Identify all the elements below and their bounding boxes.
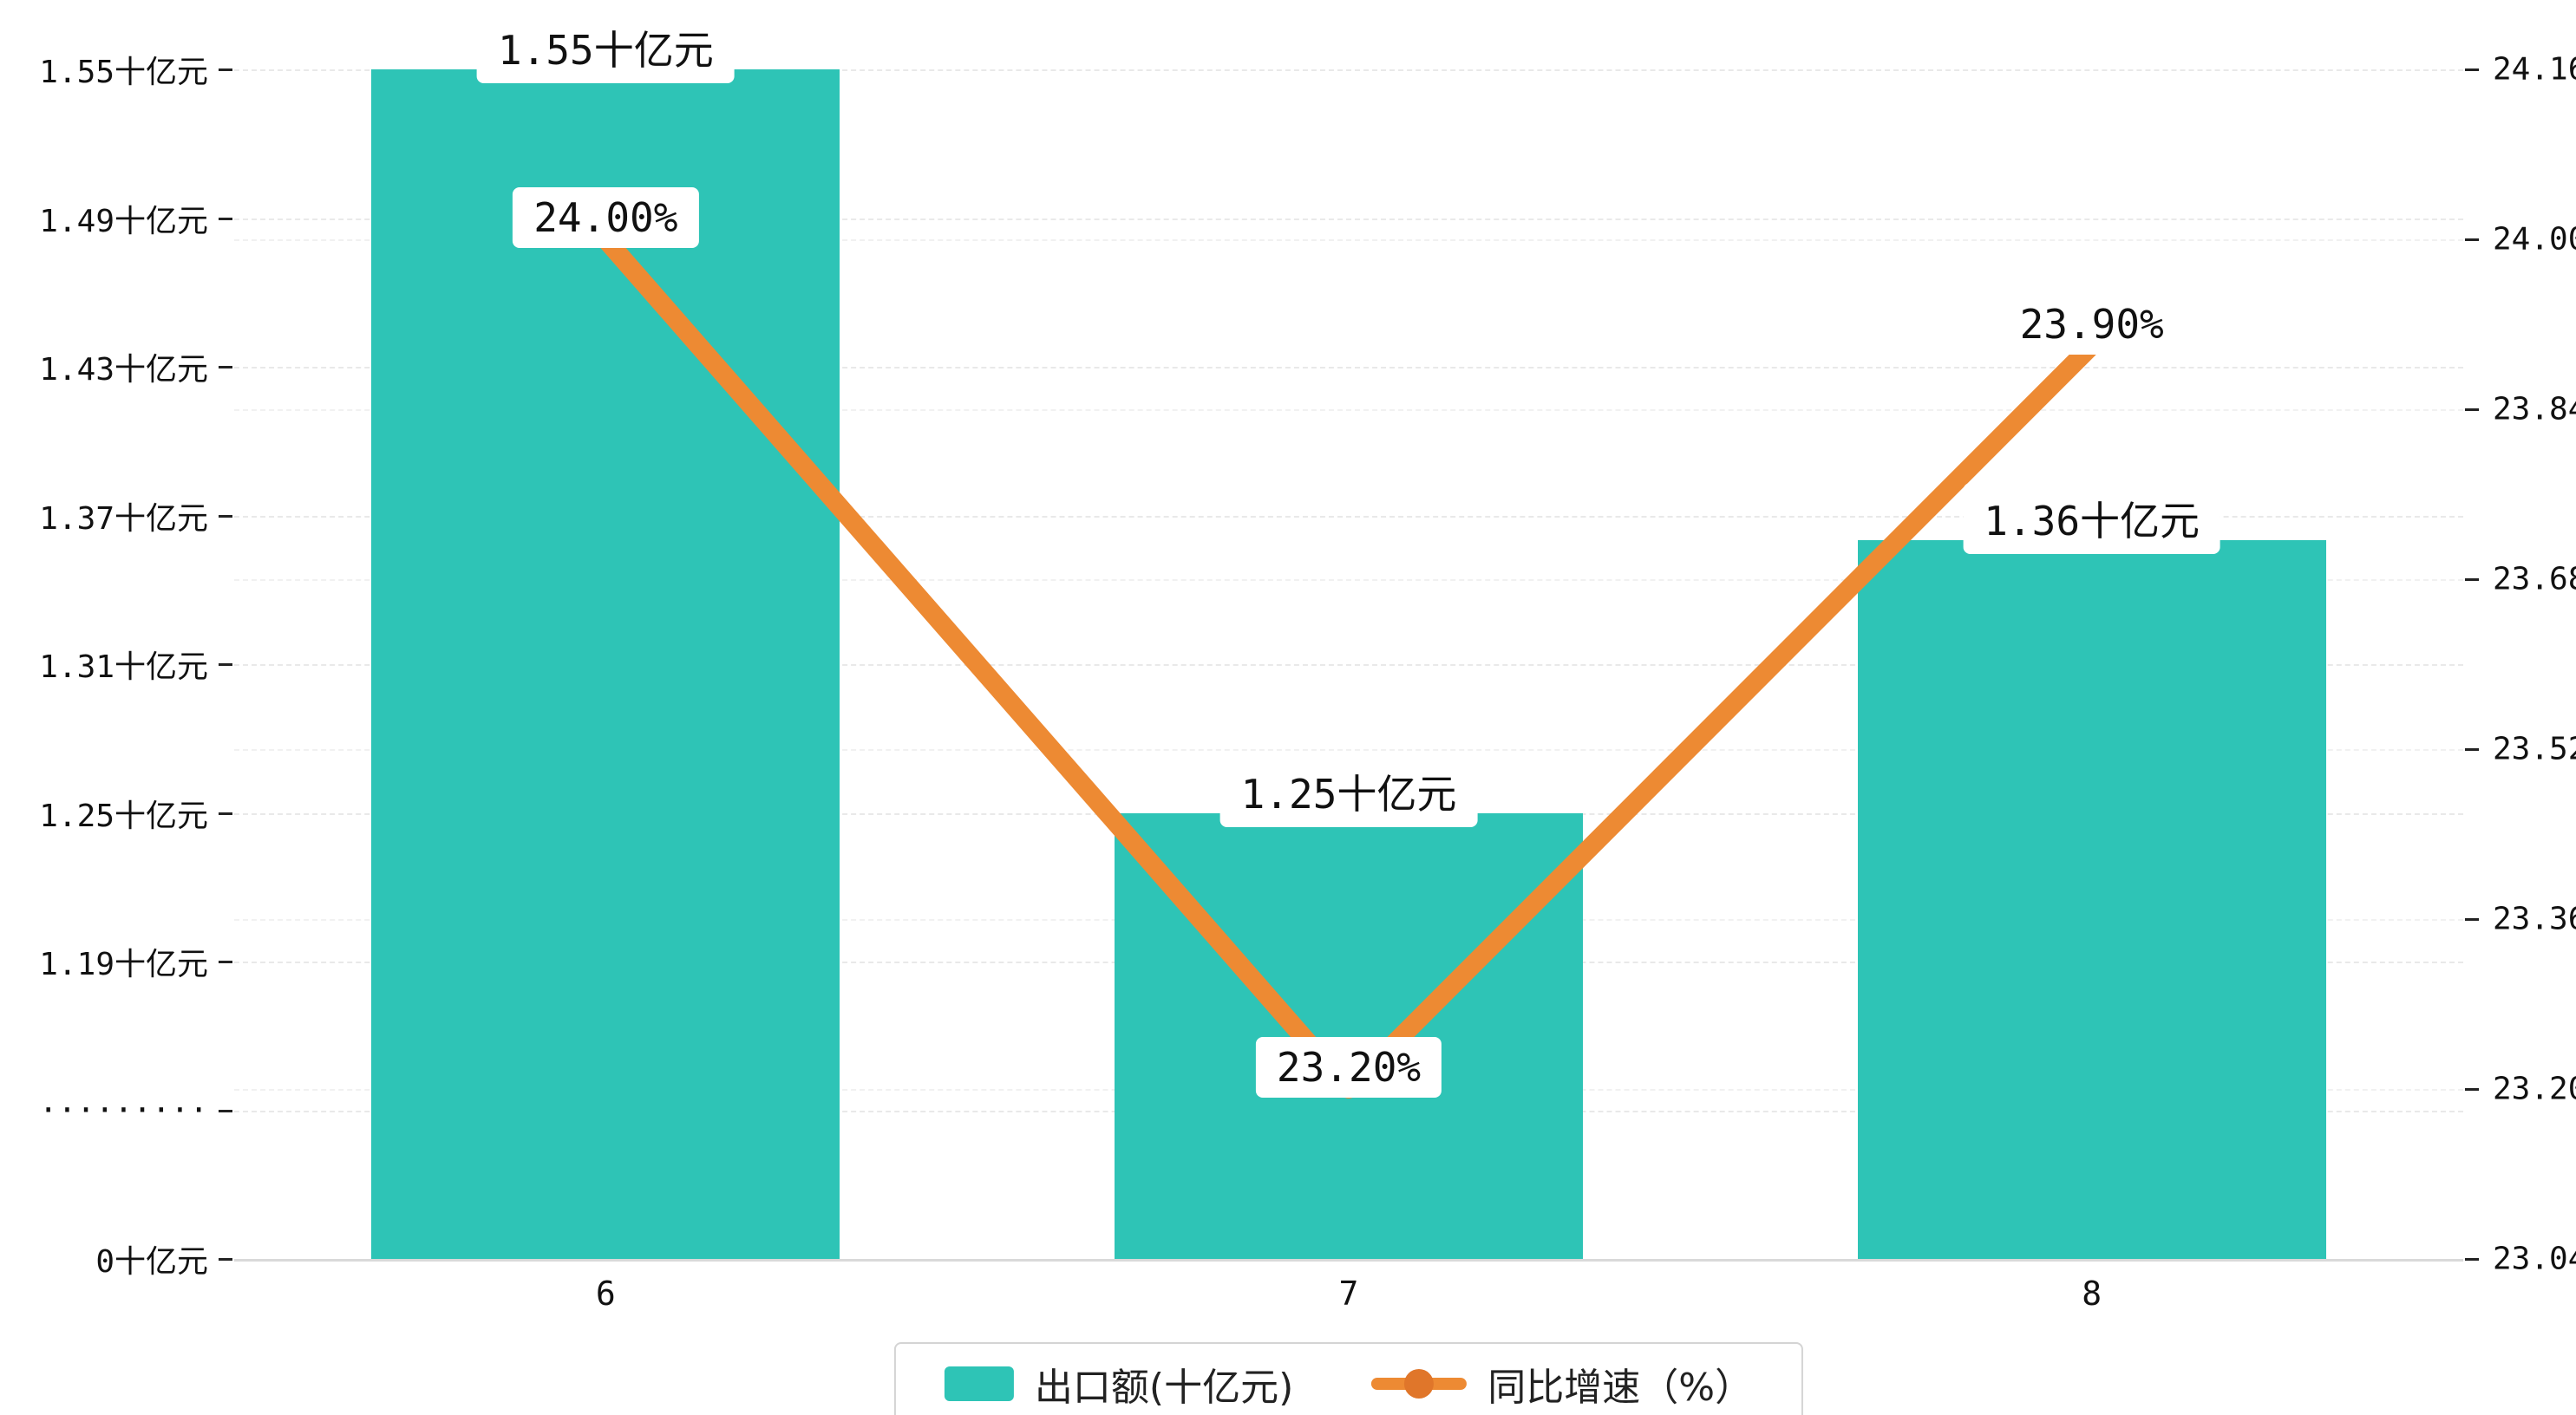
left-axis-tick-label: 1.19十亿元	[39, 947, 208, 982]
right-axis-tick	[2465, 1258, 2479, 1261]
right-axis-tick	[2465, 918, 2479, 921]
gridline	[234, 239, 2463, 241]
gridline	[234, 579, 2463, 581]
right-axis-tick	[2465, 68, 2479, 71]
left-axis-tick	[219, 366, 232, 368]
gridline	[234, 749, 2463, 751]
x-axis-label: 6	[595, 1275, 616, 1313]
left-axis-tick-label: 1.31十亿元	[39, 649, 208, 685]
left-axis-tick-label: 1.37十亿元	[39, 500, 208, 537]
gridline	[234, 69, 2463, 71]
right-axis-tick-label: 24.16	[2493, 51, 2576, 88]
left-axis-tick	[219, 514, 232, 518]
right-axis-tick-label: 23.20	[2493, 1071, 2576, 1107]
right-axis-tick-label: 23.52	[2493, 731, 2576, 767]
right-axis-tick	[2465, 238, 2479, 241]
left-axis-tick	[219, 1258, 232, 1261]
bar	[371, 69, 840, 1259]
right-axis-tick-label: 24.00	[2493, 221, 2576, 258]
x-axis-label: 7	[1338, 1275, 1359, 1313]
line-point-label: 24.00%	[513, 187, 699, 248]
x-axis-line	[234, 1259, 2463, 1262]
right-axis-tick	[2465, 1088, 2479, 1091]
line-point-label: 23.90%	[1998, 293, 2185, 355]
left-axis-tick	[219, 217, 232, 220]
bar	[1857, 540, 2326, 1259]
growth-line	[596, 230, 2102, 1099]
bar-value-label: 1.36十亿元	[1963, 483, 2221, 555]
right-axis-tick-label: 23.68	[2493, 561, 2576, 597]
gridline	[234, 409, 2463, 411]
right-axis-tick	[2465, 578, 2479, 581]
right-axis-tick	[2465, 748, 2479, 751]
line-point-label: 23.20%	[1255, 1037, 1442, 1098]
left-axis-tick	[219, 68, 232, 71]
right-axis-tick-label: 23.36	[2493, 901, 2576, 937]
legend-item-export-value[interactable]: 出口额(十亿元)	[944, 1356, 1294, 1412]
line-dot-icon	[1404, 1369, 1435, 1399]
left-axis-tick	[219, 663, 232, 666]
left-axis-tick-label: 1.43十亿元	[39, 352, 208, 388]
gridline	[234, 515, 2463, 518]
bar-swatch-icon	[944, 1366, 1014, 1401]
bar-value-label: 1.25十亿元	[1219, 755, 1478, 827]
legend: 出口额(十亿元) 同比增速（%）	[893, 1342, 1804, 1415]
legend-label-growth: 同比增速（%）	[1487, 1366, 1754, 1410]
x-axis-label: 8	[2082, 1275, 2102, 1313]
left-axis-tick-label: 0十亿元	[95, 1244, 208, 1280]
bar	[1115, 812, 1583, 1259]
left-axis-tick-label: ·········	[38, 1092, 208, 1128]
left-axis-tick	[219, 1109, 232, 1112]
legend-label-export: 出口额(十亿元)	[1034, 1366, 1294, 1410]
bar-value-label: 1.55十亿元	[476, 12, 735, 83]
right-axis-tick-label: 23.84	[2493, 391, 2576, 427]
left-axis-tick-label: 1.49十亿元	[39, 203, 208, 239]
left-axis-tick-label: 1.55十亿元	[39, 55, 208, 90]
gridline	[234, 218, 2463, 220]
legend-item-growth-rate[interactable]: 同比增速（%）	[1371, 1356, 1753, 1412]
right-axis-tick	[2465, 408, 2479, 411]
left-axis-tick	[219, 812, 232, 815]
left-axis-tick-label: 1.25十亿元	[39, 798, 208, 834]
right-axis-tick-label: 23.04	[2493, 1241, 2576, 1277]
line-marker-icon	[1371, 1369, 1468, 1399]
left-axis-tick	[219, 961, 232, 963]
gridline	[234, 367, 2463, 368]
gridline	[234, 664, 2463, 666]
